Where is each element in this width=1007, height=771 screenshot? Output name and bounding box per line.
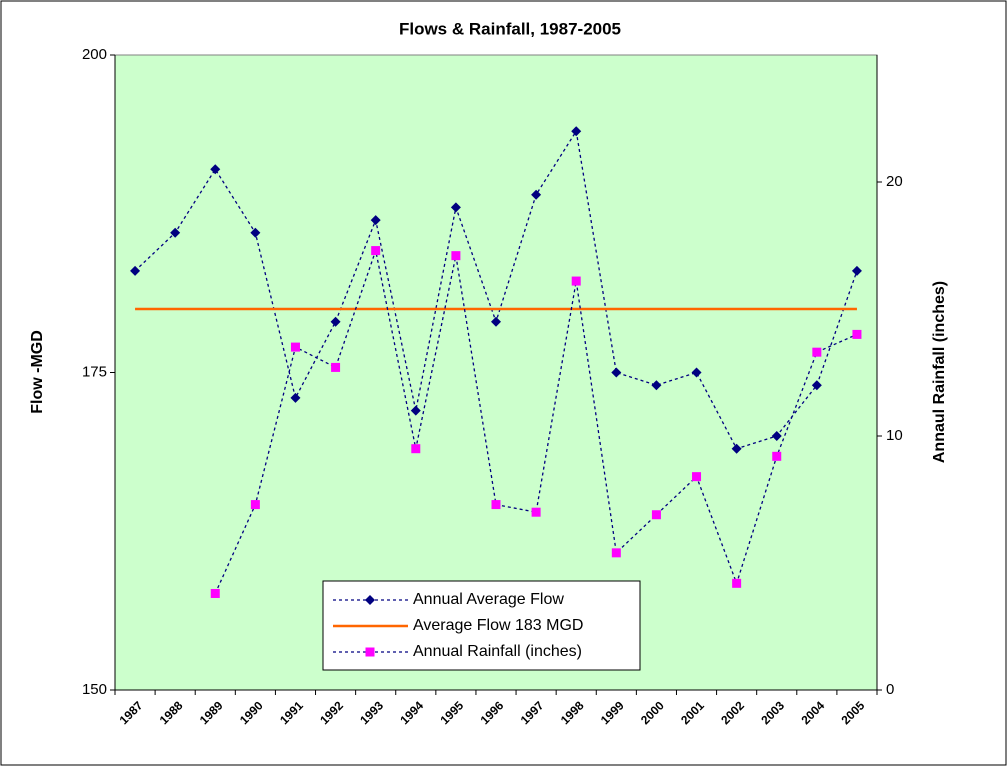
point <box>210 164 221 175</box>
point <box>290 392 301 403</box>
y2-tick-label: 20 <box>886 173 903 190</box>
point <box>411 444 421 454</box>
y2-tick-label: 10 <box>886 427 903 444</box>
point <box>250 500 260 510</box>
point <box>691 367 702 378</box>
legend-marker <box>365 595 375 605</box>
legend: Annual Average Flow Average Flow 183 MGD A… <box>322 580 641 671</box>
point <box>451 251 461 261</box>
point <box>731 443 742 454</box>
point <box>331 362 341 372</box>
point <box>450 202 461 213</box>
point <box>611 548 621 558</box>
legend-label: Average Flow 183 MGD <box>413 617 583 634</box>
point <box>651 510 661 520</box>
point <box>771 431 782 441</box>
point <box>571 126 582 137</box>
legend-label: Annual Rainfall (inches) <box>413 643 582 660</box>
y-tick-label: 200 <box>82 46 107 63</box>
point <box>811 380 822 391</box>
legend-marker <box>365 647 375 657</box>
point <box>531 189 542 200</box>
y-axis-label: Flow -MGD <box>29 330 46 414</box>
point <box>851 265 862 276</box>
point <box>571 276 581 286</box>
point <box>692 472 702 482</box>
y-tick-label: 175 <box>82 363 107 380</box>
series-line <box>214 248 858 594</box>
point <box>210 588 220 598</box>
y2-axis-label: Annaul Rainfall (inches) <box>931 281 948 463</box>
point <box>130 265 141 276</box>
point <box>812 347 822 357</box>
point <box>852 329 862 339</box>
point <box>772 451 782 461</box>
y-tick-label: 150 <box>82 681 107 698</box>
legend-label: Annual Average Flow <box>413 591 564 608</box>
point <box>371 246 381 256</box>
point <box>611 367 622 378</box>
point <box>651 380 662 391</box>
chart-title: Flows & Rainfall, 1987-2005 <box>399 19 621 38</box>
point <box>531 507 541 517</box>
point <box>410 405 421 416</box>
point <box>370 215 381 226</box>
point <box>250 227 261 238</box>
point <box>330 316 341 327</box>
point <box>290 342 300 352</box>
point <box>491 500 501 510</box>
point <box>170 227 181 238</box>
y2-tick-label: 0 <box>886 681 894 698</box>
point <box>732 578 742 588</box>
point <box>491 316 501 327</box>
